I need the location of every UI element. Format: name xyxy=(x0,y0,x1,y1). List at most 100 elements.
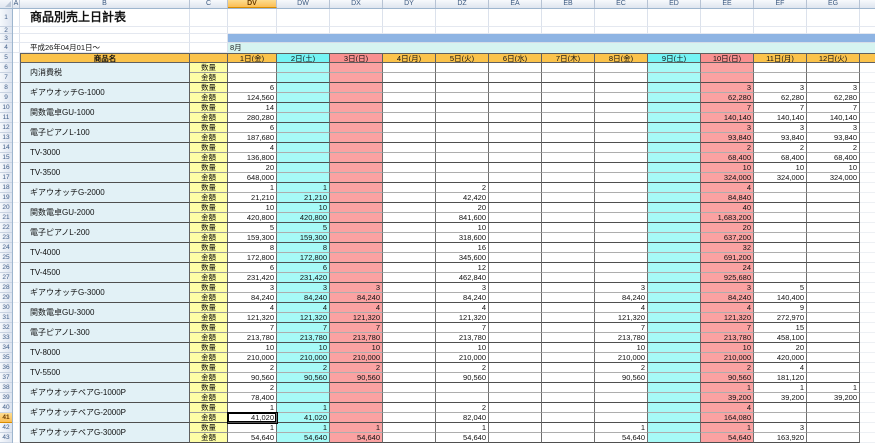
cell-DW-20[interactable]: 10 xyxy=(277,203,330,213)
cell-DZ-31[interactable]: 121,320 xyxy=(436,313,489,323)
cell-DV-28[interactable]: 3 xyxy=(228,283,277,293)
cell-EG-19[interactable] xyxy=(807,193,860,203)
cell-DY-6[interactable] xyxy=(383,63,436,73)
cell-EF-33[interactable]: 458,100 xyxy=(754,333,807,343)
cell-DZ-30[interactable]: 4 xyxy=(436,303,489,313)
cell-EA-42[interactable] xyxy=(489,423,542,433)
row-header-36[interactable]: 36 xyxy=(0,363,12,373)
cell-EG-18[interactable] xyxy=(807,183,860,193)
cell-DY-23[interactable] xyxy=(383,233,436,243)
cell-DW-14[interactable] xyxy=(277,143,330,153)
cell-EC-21[interactable] xyxy=(595,213,648,223)
cell-ED-41[interactable] xyxy=(648,413,701,423)
day-header-EE[interactable]: 10日(日) xyxy=(701,53,754,63)
cell-EF-2[interactable] xyxy=(754,27,807,34)
product-name-cell[interactable]: 電子ピアノL-100 xyxy=(20,123,190,143)
qty-label-cell[interactable]: 数量 xyxy=(190,123,228,133)
amount-label-cell[interactable]: 金額 xyxy=(190,173,228,183)
qty-label-cell[interactable]: 数量 xyxy=(190,203,228,213)
row-header-23[interactable]: 23 xyxy=(0,233,12,243)
cell-EC-31[interactable]: 121,320 xyxy=(595,313,648,323)
cell-partial-28[interactable] xyxy=(860,283,875,293)
cell-EA-18[interactable] xyxy=(489,183,542,193)
cell-EB-8[interactable] xyxy=(542,83,595,93)
cell-EA-30[interactable] xyxy=(489,303,542,313)
qty-label-cell[interactable]: 数量 xyxy=(190,323,228,333)
cell-EF-11[interactable]: 140,140 xyxy=(754,113,807,123)
cell-EE-10[interactable]: 7 xyxy=(701,103,754,113)
cell-EA-13[interactable] xyxy=(489,133,542,143)
cell-EB-27[interactable] xyxy=(542,273,595,283)
cell-A-36[interactable] xyxy=(13,363,20,383)
cell-DX-33[interactable]: 213,780 xyxy=(330,333,383,343)
cell-EA-28[interactable] xyxy=(489,283,542,293)
cell-C-5[interactable] xyxy=(190,53,228,63)
cell-DZ-8[interactable] xyxy=(436,83,489,93)
cell-EB-39[interactable] xyxy=(542,393,595,403)
cell-ED-13[interactable] xyxy=(648,133,701,143)
cell-DY-13[interactable] xyxy=(383,133,436,143)
cell-EF-40[interactable] xyxy=(754,403,807,413)
cell-EC-9[interactable] xyxy=(595,93,648,103)
cell-ED-29[interactable] xyxy=(648,293,701,303)
cell-EC-25[interactable] xyxy=(595,253,648,263)
row-header-42[interactable]: 42 xyxy=(0,423,12,433)
cell-DY-9[interactable] xyxy=(383,93,436,103)
cell-EB-9[interactable] xyxy=(542,93,595,103)
cell-DW-33[interactable]: 213,780 xyxy=(277,333,330,343)
cell-DV-32[interactable]: 7 xyxy=(228,323,277,333)
cell-DZ-21[interactable]: 841,600 xyxy=(436,213,489,223)
cell-DV-25[interactable]: 172,800 xyxy=(228,253,277,263)
row-header-31[interactable]: 31 xyxy=(0,313,12,323)
cell-DZ-36[interactable]: 2 xyxy=(436,363,489,373)
cell-EE-41[interactable]: 164,080 xyxy=(701,413,754,423)
cell-EF-21[interactable] xyxy=(754,213,807,223)
cell-A-16[interactable] xyxy=(13,163,20,183)
cell-DZ-43[interactable]: 54,640 xyxy=(436,433,489,443)
cell-EF-12[interactable]: 3 xyxy=(754,123,807,133)
row-header-18[interactable]: 18 xyxy=(0,183,12,193)
cell-EF-23[interactable] xyxy=(754,233,807,243)
row-header-3[interactable]: 3 xyxy=(0,34,12,43)
cell-EE-33[interactable]: 213,780 xyxy=(701,333,754,343)
cell-DY-25[interactable] xyxy=(383,253,436,263)
cell-DZ-12[interactable] xyxy=(436,123,489,133)
cell-ED-12[interactable] xyxy=(648,123,701,133)
cell-EC-34[interactable]: 10 xyxy=(595,343,648,353)
cell-A-40[interactable] xyxy=(13,403,20,423)
cell-EG-27[interactable] xyxy=(807,273,860,283)
cell-EE-22[interactable]: 20 xyxy=(701,223,754,233)
row-header-37[interactable]: 37 xyxy=(0,373,12,383)
cell-DW-38[interactable] xyxy=(277,383,330,393)
qty-label-cell[interactable]: 数量 xyxy=(190,423,228,433)
cell-EC-41[interactable] xyxy=(595,413,648,423)
cell-DX-25[interactable] xyxy=(330,253,383,263)
cell-EG-11[interactable]: 140,140 xyxy=(807,113,860,123)
cell-DV-37[interactable]: 90,560 xyxy=(228,373,277,383)
cell-ED-20[interactable] xyxy=(648,203,701,213)
cell-partial-24[interactable] xyxy=(860,243,875,253)
cell-DV-22[interactable]: 5 xyxy=(228,223,277,233)
row-header-12[interactable]: 12 xyxy=(0,123,12,133)
cell-EG-16[interactable]: 10 xyxy=(807,163,860,173)
product-name-cell[interactable]: 電子ピアノL-300 xyxy=(20,323,190,343)
day-header-EA[interactable]: 6日(水) xyxy=(489,53,542,63)
cell-A-4[interactable] xyxy=(13,43,20,53)
cell-DZ-28[interactable]: 3 xyxy=(436,283,489,293)
cell-partial-30[interactable] xyxy=(860,303,875,313)
cell-EG-2[interactable] xyxy=(807,27,860,34)
cell-EA-22[interactable] xyxy=(489,223,542,233)
cell-DW-31[interactable]: 121,320 xyxy=(277,313,330,323)
cell-ED-39[interactable] xyxy=(648,393,701,403)
cell-EF-35[interactable]: 420,000 xyxy=(754,353,807,363)
cell-DW-30[interactable]: 4 xyxy=(277,303,330,313)
cell-EF-17[interactable]: 324,000 xyxy=(754,173,807,183)
cell-DZ-7[interactable] xyxy=(436,73,489,83)
row-header-21[interactable]: 21 xyxy=(0,213,12,223)
cell-partial-25[interactable] xyxy=(860,253,875,263)
cell-DY-12[interactable] xyxy=(383,123,436,133)
cell-A-26[interactable] xyxy=(13,263,20,283)
cell-partial-34[interactable] xyxy=(860,343,875,353)
cell-DZ-37[interactable]: 90,560 xyxy=(436,373,489,383)
cell-DV-19[interactable]: 21,210 xyxy=(228,193,277,203)
